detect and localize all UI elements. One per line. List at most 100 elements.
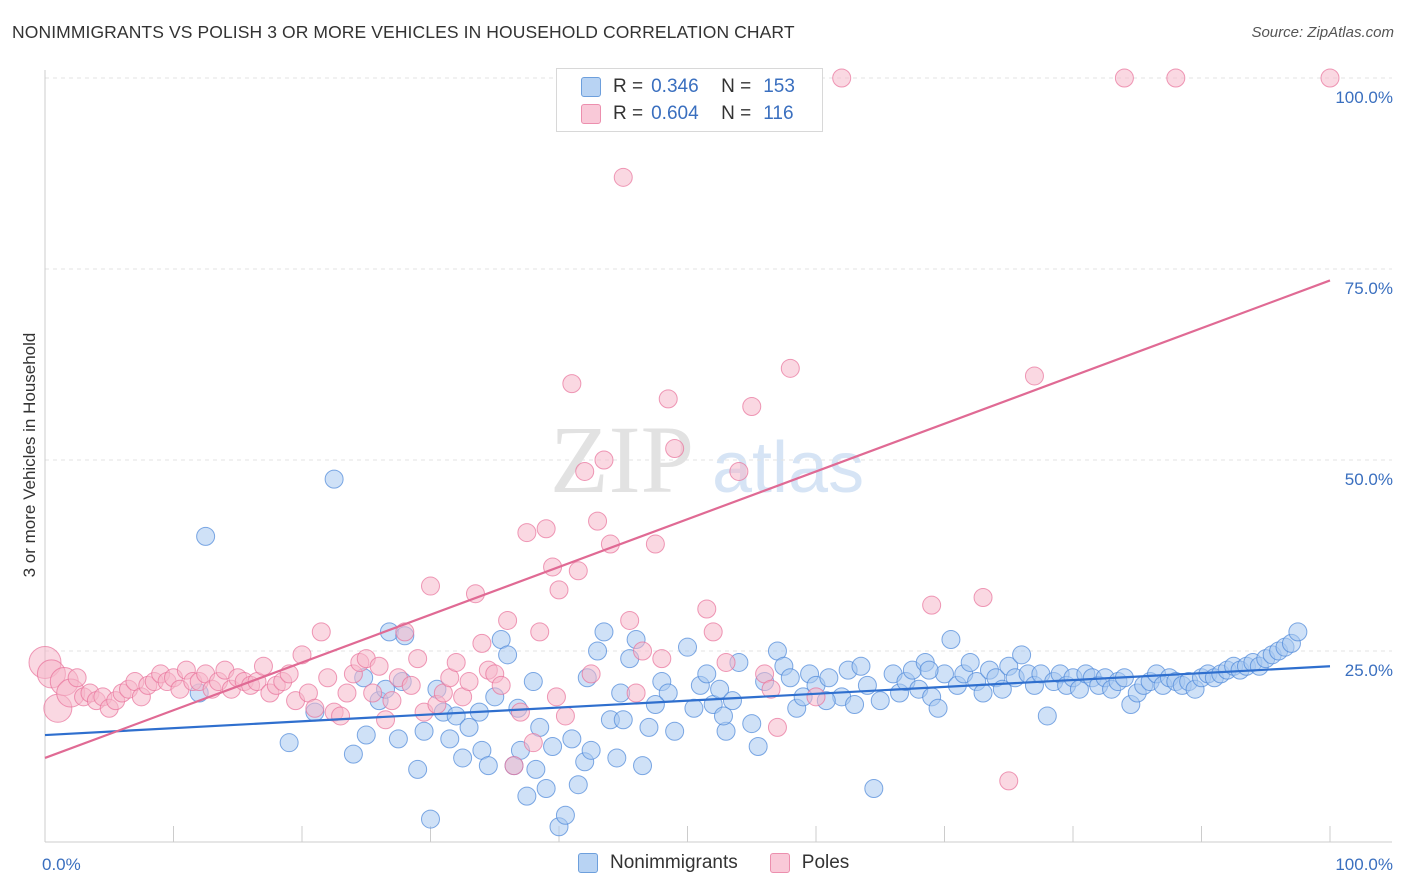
point-poles bbox=[510, 702, 530, 722]
point-poles bbox=[761, 679, 781, 699]
point-poles bbox=[575, 461, 595, 481]
point-nonimmigrants bbox=[408, 759, 428, 779]
point-poles bbox=[568, 561, 588, 581]
point-nonimmigrants bbox=[1012, 645, 1032, 665]
point-nonimmigrants bbox=[870, 691, 890, 711]
point-nonimmigrants bbox=[748, 737, 768, 756]
point-poles bbox=[1024, 366, 1044, 386]
point-nonimmigrants bbox=[343, 744, 363, 764]
point-poles bbox=[305, 698, 325, 718]
point-poles bbox=[633, 641, 653, 661]
point-nonimmigrants bbox=[440, 729, 460, 749]
point-poles bbox=[1320, 68, 1340, 88]
legend-label-nonimmigrants: Nonimmigrants bbox=[610, 852, 738, 873]
point-poles bbox=[620, 610, 640, 630]
point-nonimmigrants bbox=[607, 748, 627, 768]
point-poles bbox=[395, 622, 415, 642]
point-nonimmigrants bbox=[1037, 706, 1057, 726]
point-poles bbox=[729, 461, 749, 481]
point-poles bbox=[652, 649, 672, 669]
series-poles bbox=[28, 68, 1340, 791]
trend-lines bbox=[44, 279, 1331, 759]
point-nonimmigrants bbox=[526, 759, 546, 779]
point-poles bbox=[421, 576, 440, 596]
point-poles bbox=[536, 519, 556, 539]
point-poles bbox=[613, 167, 633, 187]
point-poles bbox=[376, 710, 396, 730]
point-poles bbox=[363, 683, 383, 703]
point-nonimmigrants bbox=[697, 664, 717, 684]
point-nonimmigrants bbox=[960, 652, 980, 672]
y-tick-label: 100.0% bbox=[1335, 88, 1393, 107]
point-nonimmigrants bbox=[581, 740, 601, 760]
point-nonimmigrants bbox=[722, 691, 742, 711]
legend-swatch-nonimmigrants bbox=[581, 77, 601, 97]
point-nonimmigrants bbox=[588, 641, 608, 661]
legend-swatch-poles bbox=[769, 853, 790, 873]
point-poles bbox=[546, 687, 566, 707]
point-poles bbox=[780, 358, 800, 378]
y-tick-labels: 25.0% 50.0% 75.0% 100.0% bbox=[1335, 88, 1393, 680]
point-poles bbox=[742, 397, 762, 417]
legend-row-poles: R = 0.604 N = 116 bbox=[581, 102, 794, 126]
point-nonimmigrants bbox=[973, 683, 993, 703]
point-nonimmigrants bbox=[845, 694, 865, 714]
x-tick-label-min: 0.0% bbox=[42, 855, 81, 874]
point-nonimmigrants bbox=[678, 637, 697, 657]
y-tick-label: 75.0% bbox=[1345, 279, 1393, 298]
point-poles bbox=[806, 687, 826, 707]
point-poles bbox=[999, 771, 1019, 791]
legend-swatch-nonimmigrants bbox=[578, 853, 598, 873]
point-nonimmigrants bbox=[421, 809, 440, 829]
point-poles bbox=[517, 523, 537, 543]
point-poles bbox=[832, 68, 852, 88]
point-poles bbox=[446, 652, 466, 672]
stats-legend: R = 0.346 N = 153 R = 0.604 N = 116 bbox=[556, 68, 823, 132]
point-poles bbox=[716, 652, 736, 672]
point-nonimmigrants bbox=[919, 660, 939, 680]
point-poles bbox=[562, 374, 582, 394]
point-nonimmigrants bbox=[851, 656, 871, 676]
point-nonimmigrants bbox=[446, 706, 466, 726]
point-nonimmigrants bbox=[279, 733, 299, 753]
point-nonimmigrants bbox=[713, 706, 733, 726]
point-poles bbox=[922, 595, 942, 615]
point-nonimmigrants bbox=[555, 805, 575, 825]
legend-row-nonimmigrants: R = 0.346 N = 153 bbox=[581, 75, 795, 99]
point-nonimmigrants bbox=[562, 729, 582, 749]
point-poles bbox=[581, 664, 601, 684]
point-nonimmigrants bbox=[196, 526, 216, 546]
point-poles bbox=[253, 656, 273, 676]
x-ticks bbox=[173, 826, 1331, 842]
legend-n-label: N = bbox=[721, 103, 752, 124]
point-poles bbox=[369, 656, 389, 676]
point-poles bbox=[767, 717, 787, 737]
point-nonimmigrants bbox=[498, 645, 518, 665]
y-tick-label: 50.0% bbox=[1345, 470, 1393, 489]
point-poles bbox=[1114, 68, 1134, 88]
series-legend: Nonimmigrants Poles bbox=[578, 852, 881, 874]
point-nonimmigrants bbox=[478, 756, 498, 776]
point-poles bbox=[658, 389, 678, 409]
point-poles bbox=[703, 622, 723, 642]
trend-line-nonimmigrants bbox=[44, 665, 1331, 737]
point-poles bbox=[382, 691, 402, 711]
point-nonimmigrants bbox=[684, 698, 704, 718]
legend-label-poles: Poles bbox=[801, 852, 850, 873]
point-poles bbox=[498, 610, 518, 630]
point-poles bbox=[973, 588, 993, 608]
point-nonimmigrants bbox=[639, 717, 659, 737]
legend-n-label: N = bbox=[721, 76, 752, 97]
point-poles bbox=[318, 668, 338, 688]
point-poles bbox=[401, 675, 421, 695]
point-poles bbox=[555, 706, 575, 726]
y-axis-label: 3 or more Vehicles in Household bbox=[20, 332, 39, 578]
point-poles bbox=[491, 675, 511, 695]
point-nonimmigrants bbox=[941, 630, 961, 650]
point-poles bbox=[311, 622, 331, 642]
y-tick-label: 25.0% bbox=[1345, 661, 1393, 680]
x-tick-labels: 0.0% 100.0% bbox=[42, 855, 1393, 874]
point-nonimmigrants bbox=[517, 786, 537, 806]
point-nonimmigrants bbox=[324, 469, 344, 489]
